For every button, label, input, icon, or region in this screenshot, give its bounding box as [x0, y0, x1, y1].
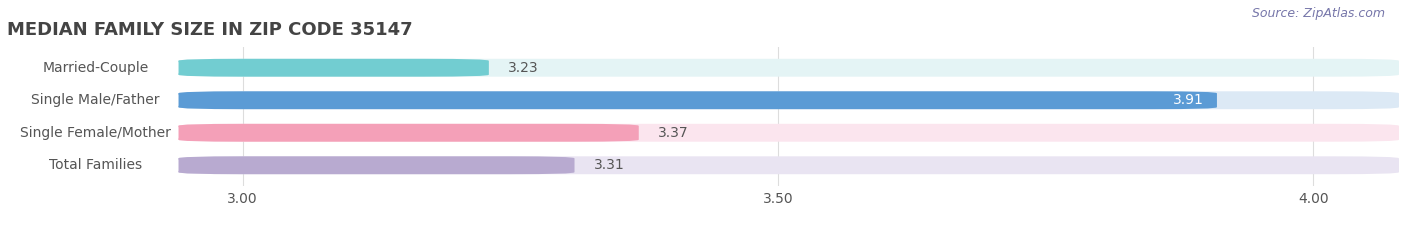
- FancyBboxPatch shape: [179, 91, 1399, 109]
- Text: Single Female/Mother: Single Female/Mother: [20, 126, 170, 140]
- FancyBboxPatch shape: [13, 125, 179, 140]
- Text: 3.91: 3.91: [1173, 93, 1204, 107]
- Text: Married-Couple: Married-Couple: [42, 61, 149, 75]
- Text: Total Families: Total Families: [49, 158, 142, 172]
- Text: MEDIAN FAMILY SIZE IN ZIP CODE 35147: MEDIAN FAMILY SIZE IN ZIP CODE 35147: [7, 21, 412, 39]
- FancyBboxPatch shape: [13, 60, 179, 75]
- Text: Single Male/Father: Single Male/Father: [31, 93, 160, 107]
- FancyBboxPatch shape: [13, 93, 179, 108]
- FancyBboxPatch shape: [179, 59, 489, 77]
- FancyBboxPatch shape: [179, 156, 1399, 174]
- FancyBboxPatch shape: [179, 59, 1399, 77]
- FancyBboxPatch shape: [13, 158, 179, 173]
- Text: Source: ZipAtlas.com: Source: ZipAtlas.com: [1251, 7, 1385, 20]
- FancyBboxPatch shape: [179, 91, 1218, 109]
- FancyBboxPatch shape: [179, 156, 575, 174]
- Text: 3.37: 3.37: [658, 126, 689, 140]
- Text: 3.23: 3.23: [508, 61, 538, 75]
- Text: 3.31: 3.31: [593, 158, 624, 172]
- FancyBboxPatch shape: [179, 124, 638, 142]
- FancyBboxPatch shape: [179, 124, 1399, 142]
